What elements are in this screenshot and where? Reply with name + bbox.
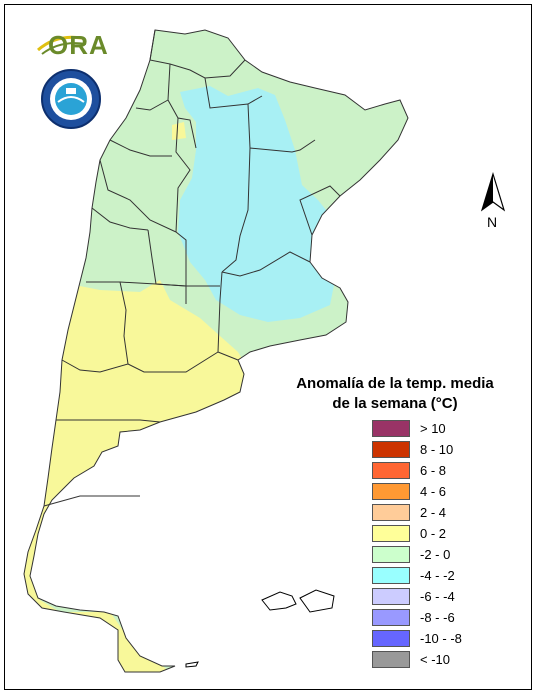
border-sanjuan [91, 207, 149, 231]
north-arrow-icon [480, 172, 506, 212]
legend-label: > 10 [420, 420, 446, 436]
border-larioja-top [109, 139, 172, 157]
legend-item: -10 - -8 [372, 628, 462, 648]
legend-item: 6 - 8 [372, 460, 462, 480]
legend-swatch [372, 650, 410, 668]
isla-de-los-estados [185, 661, 199, 668]
border-santacruz [43, 495, 140, 507]
legend-item: 4 - 6 [372, 481, 462, 501]
legend-swatch [372, 587, 410, 605]
legend-label: -8 - -6 [420, 609, 455, 625]
legend-swatch [372, 461, 410, 479]
border-mendoza [86, 281, 220, 287]
legend-label: -4 - -2 [420, 567, 455, 583]
border-north-2 [204, 77, 263, 109]
legend-item: 2 - 4 [372, 502, 462, 522]
legend-label: 2 - 4 [420, 504, 447, 520]
legend-swatch [372, 524, 410, 542]
border-north-1 [149, 29, 246, 79]
legend-swatch [372, 566, 410, 584]
border-chubut [56, 419, 161, 423]
border-chaco [247, 103, 316, 153]
field-yellow-small [172, 122, 186, 140]
legend-item: -2 - 0 [372, 544, 462, 564]
border-er [221, 251, 311, 277]
border-baires-w [217, 271, 239, 361]
legend-label: 6 - 8 [420, 462, 447, 478]
legend-title-line2: de la semana (°C) [332, 395, 458, 412]
legend-swatch [372, 419, 410, 437]
islas-malvinas [261, 589, 335, 613]
legend: > 10 8 - 10 6 - 8 4 - 6 2 - 4 0 - 2 -2 - 0 -4 -… [372, 418, 462, 670]
legend-label: -2 - 0 [420, 546, 451, 562]
legend-swatch [372, 629, 410, 647]
legend-swatch [372, 440, 410, 458]
border-neuquen [61, 359, 129, 373]
ora-sun-arc-icon [37, 35, 87, 55]
legend-swatch [372, 503, 410, 521]
province-borders [23, 29, 409, 673]
border-santafe [221, 147, 251, 273]
border-tucuman [175, 117, 191, 233]
legend-title-line1: Anomalía de la temp. media [296, 375, 494, 392]
legend-label: -6 - -4 [420, 588, 455, 604]
legend-item: -4 - -2 [372, 565, 462, 585]
malvinas-east [299, 589, 335, 613]
legend-label: 0 - 2 [420, 525, 447, 541]
legend-label: -10 - -8 [420, 630, 462, 646]
field-cyan-main [178, 86, 334, 322]
field-orange [38, 492, 134, 596]
legend-item: -8 - -6 [372, 607, 462, 627]
legend-label: < -10 [420, 651, 450, 667]
legend-swatch [372, 608, 410, 626]
legend-item: -6 - -4 [372, 586, 462, 606]
field-yellow-south [24, 280, 250, 672]
border-larioja [99, 159, 177, 233]
border-corrientes [299, 185, 341, 236]
legend-swatch [372, 545, 410, 563]
ora-logo-text: ORA [48, 30, 109, 60]
legend-item: 0 - 2 [372, 523, 462, 543]
legend-label: 8 - 10 [420, 441, 454, 457]
legend-title: Anomalía de la temp. media de la semana … [290, 374, 500, 414]
north-label: N [487, 214, 498, 230]
smn-seal-icon [41, 69, 101, 129]
malvinas-west [261, 591, 297, 611]
legend-item: 8 - 10 [372, 439, 462, 459]
legend-label: 4 - 6 [420, 483, 447, 499]
legend-item: > 10 [372, 418, 462, 438]
border-catamarca-top [135, 99, 169, 111]
legend-item: < -10 [372, 649, 462, 669]
border-cordoba-w [175, 231, 187, 304]
legend-swatch [372, 482, 410, 500]
